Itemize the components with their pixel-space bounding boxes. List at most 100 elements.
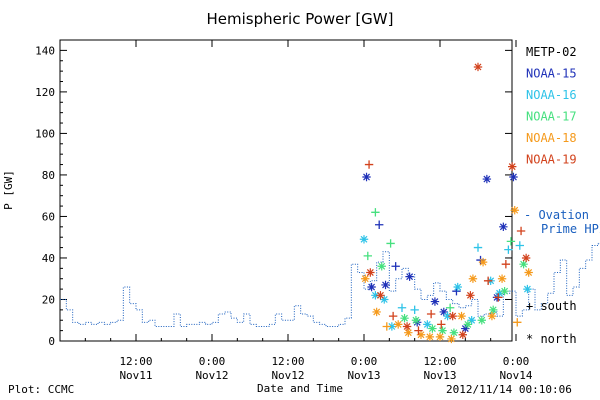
y-tick-label: 40 (42, 252, 55, 265)
data-point-north (443, 311, 452, 321)
data-point-north (361, 274, 370, 283)
x-tick-day-label: Nov12 (195, 369, 228, 382)
legend-noaa-17: NOAA-17 (526, 110, 577, 124)
y-tick-label: 120 (35, 86, 55, 99)
data-point-south (506, 237, 516, 246)
data-point-south (445, 303, 455, 312)
data-point-north (499, 222, 508, 232)
data-point-north (449, 328, 459, 337)
data-point-north (477, 316, 486, 325)
plot-frame (59, 39, 513, 342)
data-point-south (414, 326, 423, 335)
data-point-north (387, 322, 397, 331)
data-point-north (377, 262, 386, 271)
data-point-south (386, 239, 395, 248)
data-point-south (375, 220, 384, 229)
data-point-north (524, 268, 533, 277)
data-point-north (367, 282, 376, 292)
x-tick-day-label: Nov13 (347, 369, 380, 382)
data-point-north (359, 235, 369, 244)
x-axis-label: Date and Time (257, 382, 343, 395)
x-tick-time-label: 0:00 (199, 355, 226, 368)
plot-source-label: Plot: CCMC (8, 383, 75, 396)
x-tick-day-label: Nov11 (119, 369, 152, 382)
data-point-north (453, 282, 462, 292)
data-point-north (457, 311, 466, 321)
data-point-south (364, 160, 374, 169)
data-point-south (515, 241, 524, 250)
legend-noaa-19: NOAA-19 (526, 153, 577, 167)
data-point-north (416, 330, 426, 339)
data-point-north (404, 328, 413, 337)
data-point-north (400, 313, 409, 323)
data-point-north (473, 62, 483, 72)
legend-ovation-2: Prime HPI (541, 222, 600, 236)
y-tick-label: 0 (48, 335, 55, 348)
data-point-north (497, 274, 507, 283)
ovation-prime-hpi-line (60, 242, 600, 327)
data-point-north (425, 332, 435, 342)
data-point-south (437, 320, 446, 329)
data-point-north (448, 311, 457, 321)
data-point-south (501, 259, 511, 269)
data-point-north (478, 257, 488, 267)
legend-noaa-18: NOAA-18 (526, 131, 577, 145)
x-tick-time-label: 12:00 (271, 355, 304, 368)
data-point-north (423, 320, 432, 329)
data-point-south (363, 251, 372, 261)
y-tick-label: 20 (42, 293, 55, 306)
y-tick-label: 140 (35, 44, 55, 57)
x-tick-day-label: Nov14 (499, 369, 532, 382)
legend-metp-02: METP-02 (526, 45, 577, 59)
y-tick-label: 60 (42, 210, 55, 223)
x-tick-day-label: Nov12 (271, 369, 304, 382)
data-point-north (509, 172, 518, 182)
data-point-north (521, 253, 531, 263)
data-point-south (513, 318, 522, 327)
data-point-south (473, 243, 483, 252)
data-point-north (468, 274, 478, 283)
data-point-north (438, 326, 447, 335)
data-point-south (426, 309, 436, 319)
data-point-south (504, 245, 513, 254)
data-point-north (362, 172, 371, 182)
data-point-north (466, 291, 475, 300)
data-point-north (508, 162, 517, 171)
x-tick-time-label: 12:00 (423, 355, 456, 368)
legend-noaa-16: NOAA-16 (526, 88, 577, 102)
data-point-north (461, 324, 470, 333)
data-point-north (411, 316, 421, 325)
data-point-north (510, 206, 519, 215)
data-point-south (494, 293, 503, 302)
data-point-north (439, 307, 448, 317)
data-point-south (397, 303, 407, 312)
legend-north: * north (526, 332, 577, 346)
data-point-north (430, 297, 440, 306)
data-point-north (402, 322, 412, 331)
x-tick-time-label: 0:00 (503, 355, 530, 368)
data-point-south (516, 226, 526, 236)
legend-noaa-15: NOAA-15 (526, 67, 577, 81)
x-tick-time-label: 12:00 (119, 355, 152, 368)
data-point-north (381, 280, 390, 290)
timestamp-label: 2012/11/14 00:10:06 (446, 383, 572, 396)
data-point-north (487, 311, 497, 321)
y-tick-label: 80 (42, 169, 55, 182)
data-point-north (435, 332, 445, 342)
data-point-north (428, 324, 437, 333)
x-tick-day-label: Nov13 (423, 369, 456, 382)
data-point-north (458, 330, 467, 339)
data-point-north (489, 305, 498, 315)
data-point-north (495, 289, 504, 298)
data-point-north (405, 272, 414, 281)
data-point-south (388, 311, 398, 321)
legend-ovation: - Ovation (524, 208, 589, 222)
data-point-north (371, 291, 380, 300)
data-point-south (391, 262, 400, 271)
data-point-south (483, 276, 493, 285)
data-point-north (376, 291, 385, 300)
data-point-north (519, 259, 528, 269)
data-point-south (410, 305, 419, 315)
data-point-north (372, 307, 381, 317)
